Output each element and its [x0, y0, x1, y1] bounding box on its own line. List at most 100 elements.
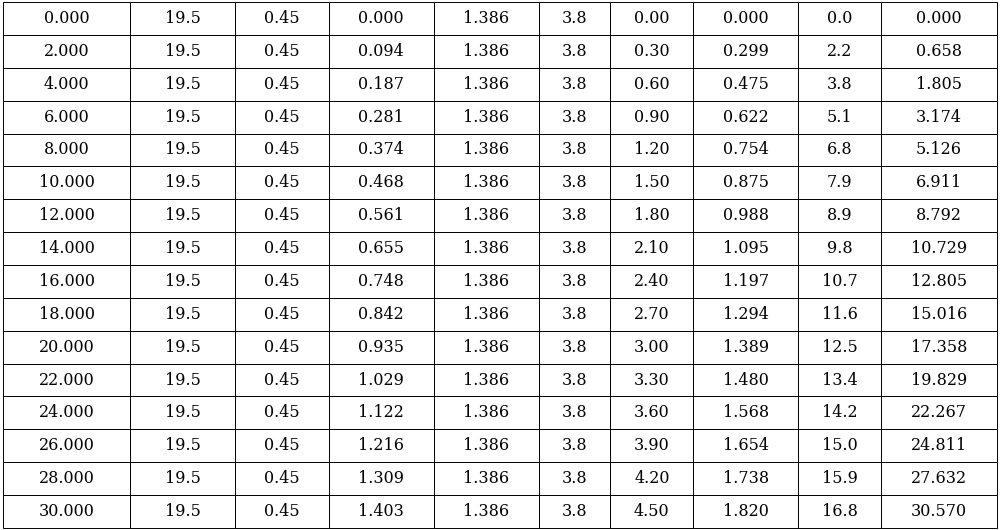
Bar: [539, 199, 610, 232]
Bar: [235, 331, 329, 364]
Text: 3.8: 3.8: [562, 142, 587, 158]
Text: 3.60: 3.60: [634, 404, 670, 421]
Text: 24.811: 24.811: [911, 437, 967, 454]
Bar: [798, 462, 881, 495]
Text: 16.8: 16.8: [822, 503, 858, 520]
Text: 1.197: 1.197: [723, 273, 769, 290]
Bar: [539, 462, 610, 495]
Bar: [434, 429, 539, 462]
Bar: [235, 68, 329, 101]
Text: 6.911: 6.911: [916, 174, 962, 191]
Text: 0.842: 0.842: [358, 306, 404, 323]
Bar: [130, 199, 235, 232]
Bar: [3, 199, 130, 232]
Text: 19.5: 19.5: [165, 306, 200, 323]
Bar: [329, 232, 434, 265]
Text: 3.8: 3.8: [562, 339, 587, 356]
Bar: [3, 462, 130, 495]
Bar: [130, 364, 235, 396]
Text: 0.094: 0.094: [358, 43, 404, 60]
Bar: [235, 2, 329, 35]
Bar: [539, 265, 610, 298]
Bar: [235, 166, 329, 199]
Bar: [798, 35, 881, 68]
Text: 0.0: 0.0: [827, 10, 852, 27]
Text: 19.5: 19.5: [165, 503, 200, 520]
Bar: [610, 35, 693, 68]
Text: 1.738: 1.738: [723, 470, 769, 487]
Text: 0.875: 0.875: [723, 174, 769, 191]
Text: 0.90: 0.90: [634, 109, 670, 126]
Text: 3.8: 3.8: [562, 43, 587, 60]
Bar: [3, 364, 130, 396]
Bar: [329, 429, 434, 462]
Text: 28.000: 28.000: [39, 470, 94, 487]
Text: 24.000: 24.000: [39, 404, 94, 421]
Text: 1.50: 1.50: [634, 174, 670, 191]
Text: 0.000: 0.000: [44, 10, 89, 27]
Bar: [798, 134, 881, 166]
Text: 19.5: 19.5: [165, 207, 200, 224]
Text: 19.5: 19.5: [165, 437, 200, 454]
Bar: [235, 35, 329, 68]
Bar: [610, 495, 693, 528]
Text: 0.30: 0.30: [634, 43, 670, 60]
Bar: [329, 101, 434, 134]
Text: 0.45: 0.45: [264, 43, 300, 60]
Bar: [881, 2, 997, 35]
Bar: [881, 495, 997, 528]
Text: 14.2: 14.2: [822, 404, 857, 421]
Bar: [610, 265, 693, 298]
Text: 3.8: 3.8: [562, 207, 587, 224]
Text: 20.000: 20.000: [39, 339, 94, 356]
Text: 1.480: 1.480: [723, 372, 769, 388]
Text: 2.70: 2.70: [634, 306, 670, 323]
Text: 8.9: 8.9: [827, 207, 852, 224]
Text: 0.45: 0.45: [264, 339, 300, 356]
Text: 0.45: 0.45: [264, 240, 300, 257]
Text: 3.8: 3.8: [562, 372, 587, 388]
Bar: [434, 2, 539, 35]
Bar: [235, 396, 329, 429]
Bar: [881, 199, 997, 232]
Text: 0.45: 0.45: [264, 174, 300, 191]
Text: 1.386: 1.386: [463, 404, 509, 421]
Text: 3.8: 3.8: [827, 76, 852, 93]
Bar: [610, 101, 693, 134]
Bar: [329, 35, 434, 68]
Text: 1.122: 1.122: [358, 404, 404, 421]
Bar: [130, 331, 235, 364]
Text: 1.20: 1.20: [634, 142, 670, 158]
Text: 19.5: 19.5: [165, 10, 200, 27]
Bar: [539, 232, 610, 265]
Bar: [610, 298, 693, 331]
Text: 2.000: 2.000: [44, 43, 89, 60]
Text: 19.5: 19.5: [165, 470, 200, 487]
Text: 0.281: 0.281: [358, 109, 404, 126]
Text: 0.935: 0.935: [358, 339, 404, 356]
Text: 1.386: 1.386: [463, 339, 509, 356]
Text: 0.299: 0.299: [723, 43, 769, 60]
Bar: [693, 101, 798, 134]
Text: 4.000: 4.000: [44, 76, 89, 93]
Bar: [693, 298, 798, 331]
Bar: [329, 298, 434, 331]
Text: 3.8: 3.8: [562, 470, 587, 487]
Bar: [434, 199, 539, 232]
Text: 16.000: 16.000: [39, 273, 95, 290]
Text: 0.561: 0.561: [358, 207, 404, 224]
Bar: [130, 462, 235, 495]
Text: 3.8: 3.8: [562, 76, 587, 93]
Bar: [3, 2, 130, 35]
Text: 3.8: 3.8: [562, 174, 587, 191]
Text: 19.5: 19.5: [165, 43, 200, 60]
Bar: [235, 134, 329, 166]
Bar: [130, 495, 235, 528]
Bar: [235, 232, 329, 265]
Bar: [235, 101, 329, 134]
Bar: [3, 68, 130, 101]
Text: 9.8: 9.8: [827, 240, 852, 257]
Bar: [881, 429, 997, 462]
Bar: [130, 265, 235, 298]
Bar: [539, 166, 610, 199]
